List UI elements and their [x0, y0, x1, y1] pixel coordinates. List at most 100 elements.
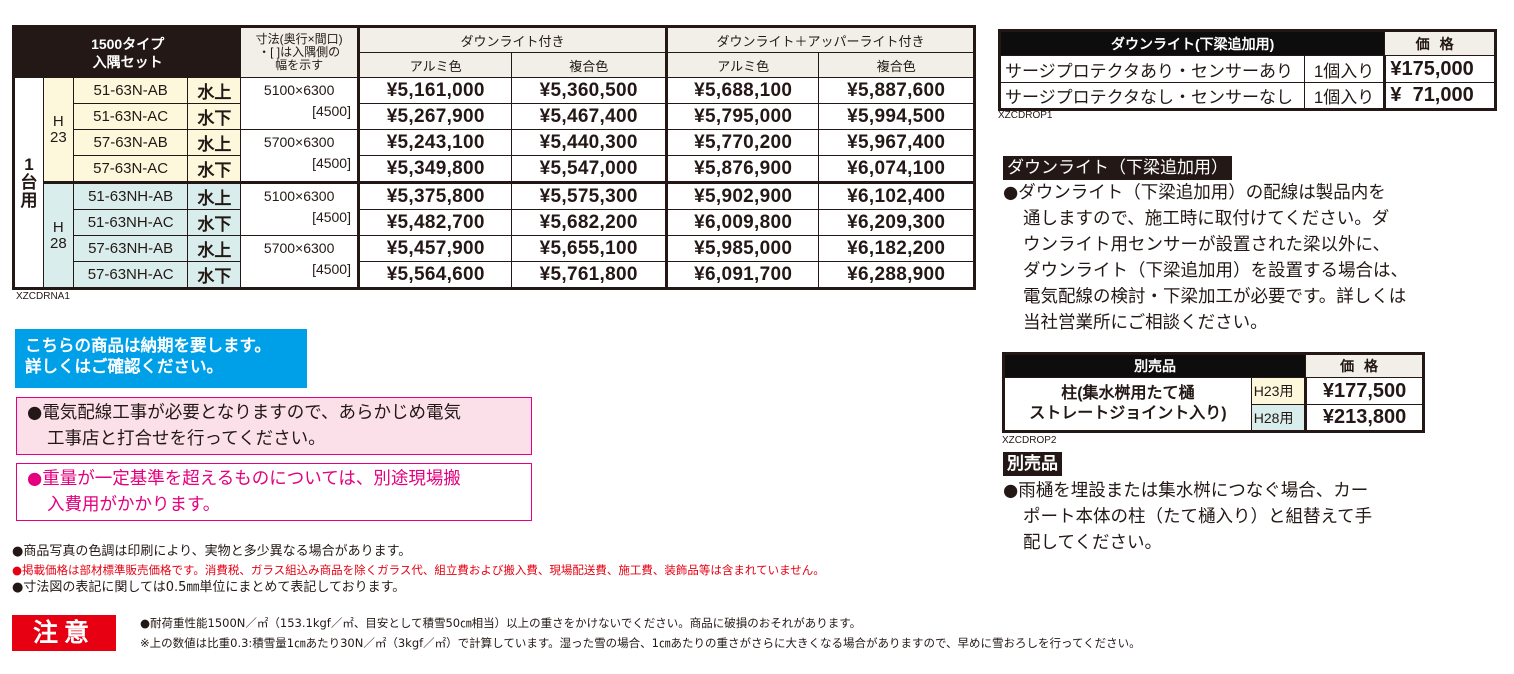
dimension-cell: 5700×6300 [4500] — [240, 235, 359, 289]
dimension-size: 5700×6300 — [263, 240, 335, 256]
electrical-notice: ●電気配線工事が必要となりますので、あらかじめ電気 工事店と打合せを行ってくださ… — [16, 397, 532, 455]
option-table-downlight: ダウンライト(下梁追加用) 価格 サージプロテクタあり・センサーあり 1個入り … — [998, 29, 1497, 111]
option-name: サージプロテクタあり・センサーあり — [999, 55, 1305, 83]
option-name: 柱(集水桝用たて樋 ストレートジョイント入り) — [1003, 377, 1252, 432]
dimension-header-line: 寸法(奥行×間口) — [255, 32, 343, 46]
slope-direction: 水下 — [187, 261, 242, 289]
set-type: 入隅セット — [92, 53, 163, 70]
product-name: 1500タイプ — [91, 35, 165, 52]
option-table-title: ダウンライト(下梁追加用) — [998, 30, 1386, 56]
dimension-cell: 5100×6300 [4500] — [240, 181, 359, 236]
note-line: ●ダウンライト（下梁追加用）の配線は製品内を — [1003, 183, 1386, 203]
option-qty: 1個入り — [1303, 82, 1386, 110]
price-dl-alumi: ¥5,243,100 — [356, 129, 513, 156]
dimension-inner: [4500] — [312, 155, 351, 171]
price-dl-composite: ¥5,682,200 — [511, 209, 667, 236]
price-dl-alumi: ¥5,457,900 — [356, 235, 513, 262]
caution-line: ●耐荷重性能1500N／㎡（153.1kgf／㎡、目安として積雪50㎝相当）以上… — [140, 616, 862, 630]
color-header-alumi: アルミ色 — [664, 52, 820, 78]
price-dl-composite: ¥5,575,300 — [511, 181, 667, 210]
caution-line: ※上の数値は比重0.3:積雪量1㎝あたり30N／㎡（3kgf／㎡）で計算していま… — [140, 636, 1141, 650]
price-dl-composite: ¥5,440,300 — [511, 129, 667, 156]
height-tag-h23: H23用 — [1250, 377, 1307, 405]
price-up-alumi: ¥6,091,700 — [664, 261, 820, 289]
delivery-notice: こちらの商品は納期を要します。 詳しくはご確認ください。 — [15, 329, 307, 388]
price-table: 1500タイプ 入隅セット 寸法(奥行×間口) ・[ ]は入隅側の 幅を示す ダ… — [12, 25, 976, 290]
price-dl-composite: ¥5,547,000 — [511, 155, 667, 183]
price-dl-alumi: ¥5,161,000 — [356, 77, 513, 104]
price-up-alumi: ¥6,009,800 — [664, 209, 820, 236]
price-header: 価格 — [1384, 30, 1496, 56]
option-qty: 1個入り — [1303, 55, 1386, 83]
dimension-size: 5100×6300 — [263, 188, 335, 204]
option-price: ¥175,000 — [1383, 55, 1496, 83]
option-table-code: XZCDROP2 — [1002, 435, 1057, 446]
height-label-part: H — [52, 218, 64, 236]
note-line: ●雨樋を埋設または集水桝につなぐ場合、カー — [1003, 481, 1369, 501]
dimension-header: 寸法(奥行×間口) ・[ ]は入隅側の 幅を示す — [240, 26, 359, 78]
note-line: 配してください。 — [1023, 533, 1162, 553]
side-label: 1 台 用 — [13, 77, 44, 289]
price-up-composite: ¥5,994,500 — [818, 103, 975, 130]
side-label-char: 1 — [24, 154, 34, 174]
option-table-code: XZCDROP1 — [998, 110, 1053, 121]
note-line: ウンライト用センサーが設置された梁以外に、 — [1023, 235, 1390, 255]
price-up-alumi: ¥5,770,200 — [664, 129, 820, 156]
table-code: XZCDRNA1 — [16, 291, 70, 302]
group-header-downlight: ダウンライト付き — [357, 26, 667, 53]
notice-line: 詳しくはご確認ください。 — [25, 357, 223, 376]
price-dl-composite: ¥5,360,500 — [511, 77, 667, 104]
product-header: 1500タイプ 入隅セット — [12, 26, 242, 78]
model-code: 57-63NH-AB — [72, 235, 189, 262]
caution-label: 注意 — [12, 615, 116, 651]
dimension-inner: [4500] — [312, 103, 351, 119]
price-dl-alumi: ¥5,482,700 — [356, 209, 513, 236]
model-code: 51-63N-AC — [72, 103, 189, 130]
price-dl-alumi: ¥5,564,600 — [356, 261, 513, 289]
model-code: 51-63N-AB — [72, 77, 189, 104]
option-price: ¥ 71,000 — [1383, 82, 1496, 110]
price-dl-composite: ¥5,467,400 — [511, 103, 667, 130]
dimension-header-line: ・[ ]は入隅側の — [258, 45, 341, 59]
separate-note: ●雨樋を埋設または集水桝につなぐ場合、カー ポート本体の柱（たて樋入り）と組替え… — [1003, 478, 1372, 556]
note-line: ポート本体の柱（たて樋入り）と組替えて手 — [1023, 507, 1373, 527]
option-table-column: 別売品 価格 柱(集水桝用たて樋 ストレートジョイント入り) H23用 ¥177… — [1002, 352, 1425, 433]
option-price: ¥213,800 — [1304, 404, 1424, 432]
option-name-line: 柱(集水桝用たて樋 — [1061, 385, 1195, 402]
dimension-size: 5100×6300 — [263, 82, 335, 98]
footnote: ●寸法図の表記に関しては0.5㎜単位にまとめて表記しております。 — [12, 580, 406, 595]
option-name: サージプロテクタなし・センサーなし — [999, 82, 1305, 110]
note-line: 通しますので、施工時に取付けてください。ダ — [1023, 209, 1390, 229]
height-tag-h28: H28用 — [1250, 404, 1307, 432]
price-up-composite: ¥5,887,600 — [818, 77, 975, 104]
price-dl-alumi: ¥5,267,900 — [356, 103, 513, 130]
price-header: 価格 — [1305, 353, 1424, 378]
slope-direction: 水上 — [187, 235, 242, 262]
side-label-char: 用 — [20, 190, 38, 210]
slope-direction: 水上 — [187, 181, 242, 210]
option-price: ¥177,500 — [1304, 377, 1424, 405]
group-header-downlight-uplight: ダウンライト＋アッパーライト付き — [664, 26, 976, 53]
slope-direction: 水下 — [187, 155, 242, 183]
height-label-part: H — [52, 112, 64, 130]
model-code: 57-63N-AC — [72, 155, 189, 183]
downlight-note-tag: ダウンライト（下梁追加用） — [1003, 156, 1232, 180]
price-up-alumi: ¥5,902,900 — [664, 181, 820, 210]
note-line: 電気配線の検討・下梁加工が必要です。詳しくは — [1023, 287, 1407, 307]
notice-line: 入費用がかかります。 — [47, 495, 221, 515]
model-code: 51-63NH-AB — [72, 181, 189, 210]
footnote-price-disclaimer: ●掲載価格は部材標準販売価格です。消費税、ガラス組込み商品を除くガラス代、組立費… — [12, 563, 825, 577]
dimension-header-line: 幅を示す — [275, 58, 324, 72]
model-code: 51-63NH-AC — [72, 209, 189, 236]
price-dl-composite: ¥5,655,100 — [511, 235, 667, 262]
note-line: ダウンライト（下梁追加用）を設置する場合は、 — [1023, 261, 1408, 281]
price-dl-composite: ¥5,761,800 — [511, 261, 667, 289]
price-dl-alumi: ¥5,349,800 — [356, 155, 513, 183]
slope-direction: 水下 — [187, 103, 242, 130]
height-label-h28: H 28 — [42, 181, 74, 289]
slope-direction: 水上 — [187, 129, 242, 156]
price-up-composite: ¥5,967,400 — [818, 129, 975, 156]
price-up-alumi: ¥5,876,900 — [664, 155, 820, 183]
height-label-h23: H 23 — [42, 77, 74, 183]
weight-notice: ●重量が一定基準を超えるものについては、別途現場搬 入費用がかかります。 — [16, 463, 532, 521]
